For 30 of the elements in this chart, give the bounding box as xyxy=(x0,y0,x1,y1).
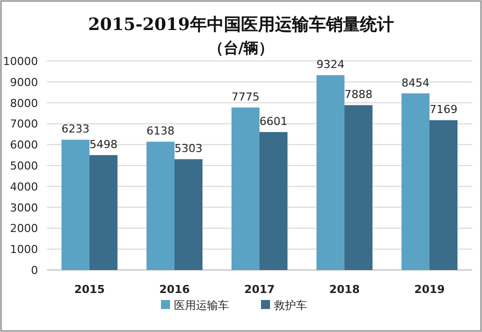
data-label: 6601 xyxy=(260,115,288,128)
x-tick-label: 2015 xyxy=(74,283,105,296)
x-tick-label: 2017 xyxy=(244,283,275,296)
data-label: 8454 xyxy=(402,76,430,90)
y-tick-label: 2000 xyxy=(10,222,38,236)
data-label: 7888 xyxy=(344,88,372,102)
y-tick-label: 3000 xyxy=(10,201,38,214)
data-label: 5303 xyxy=(174,142,202,156)
y-tick-label: 4000 xyxy=(10,180,38,194)
chart-subtitle: （台/辆） xyxy=(208,39,274,57)
data-label: 7775 xyxy=(232,90,260,104)
data-label: 6233 xyxy=(62,122,90,136)
data-label: 5498 xyxy=(90,138,118,152)
y-tick-label: 0 xyxy=(31,264,38,277)
data-label: 6138 xyxy=(146,124,174,138)
x-tick-label: 2016 xyxy=(159,283,190,296)
data-label: 7169 xyxy=(430,103,458,116)
y-tick-label: 7000 xyxy=(10,118,38,131)
legend-label: 救护车 xyxy=(273,299,307,312)
y-tick-label: 6000 xyxy=(10,138,38,152)
data-label: 9324 xyxy=(316,58,344,72)
chart-title: 2015-2019年中国医用运输车销量统计 xyxy=(88,15,394,35)
y-tick-label: 1000 xyxy=(10,243,38,256)
legend-label: 医用运输车 xyxy=(174,299,229,312)
y-tick-label: 8000 xyxy=(10,96,38,110)
y-tick-label: 9000 xyxy=(10,76,38,89)
y-tick-label: 10000 xyxy=(3,55,38,68)
x-tick-label: 2018 xyxy=(329,283,360,296)
y-tick-label: 5000 xyxy=(10,160,38,172)
x-tick-label: 2019 xyxy=(414,283,445,296)
